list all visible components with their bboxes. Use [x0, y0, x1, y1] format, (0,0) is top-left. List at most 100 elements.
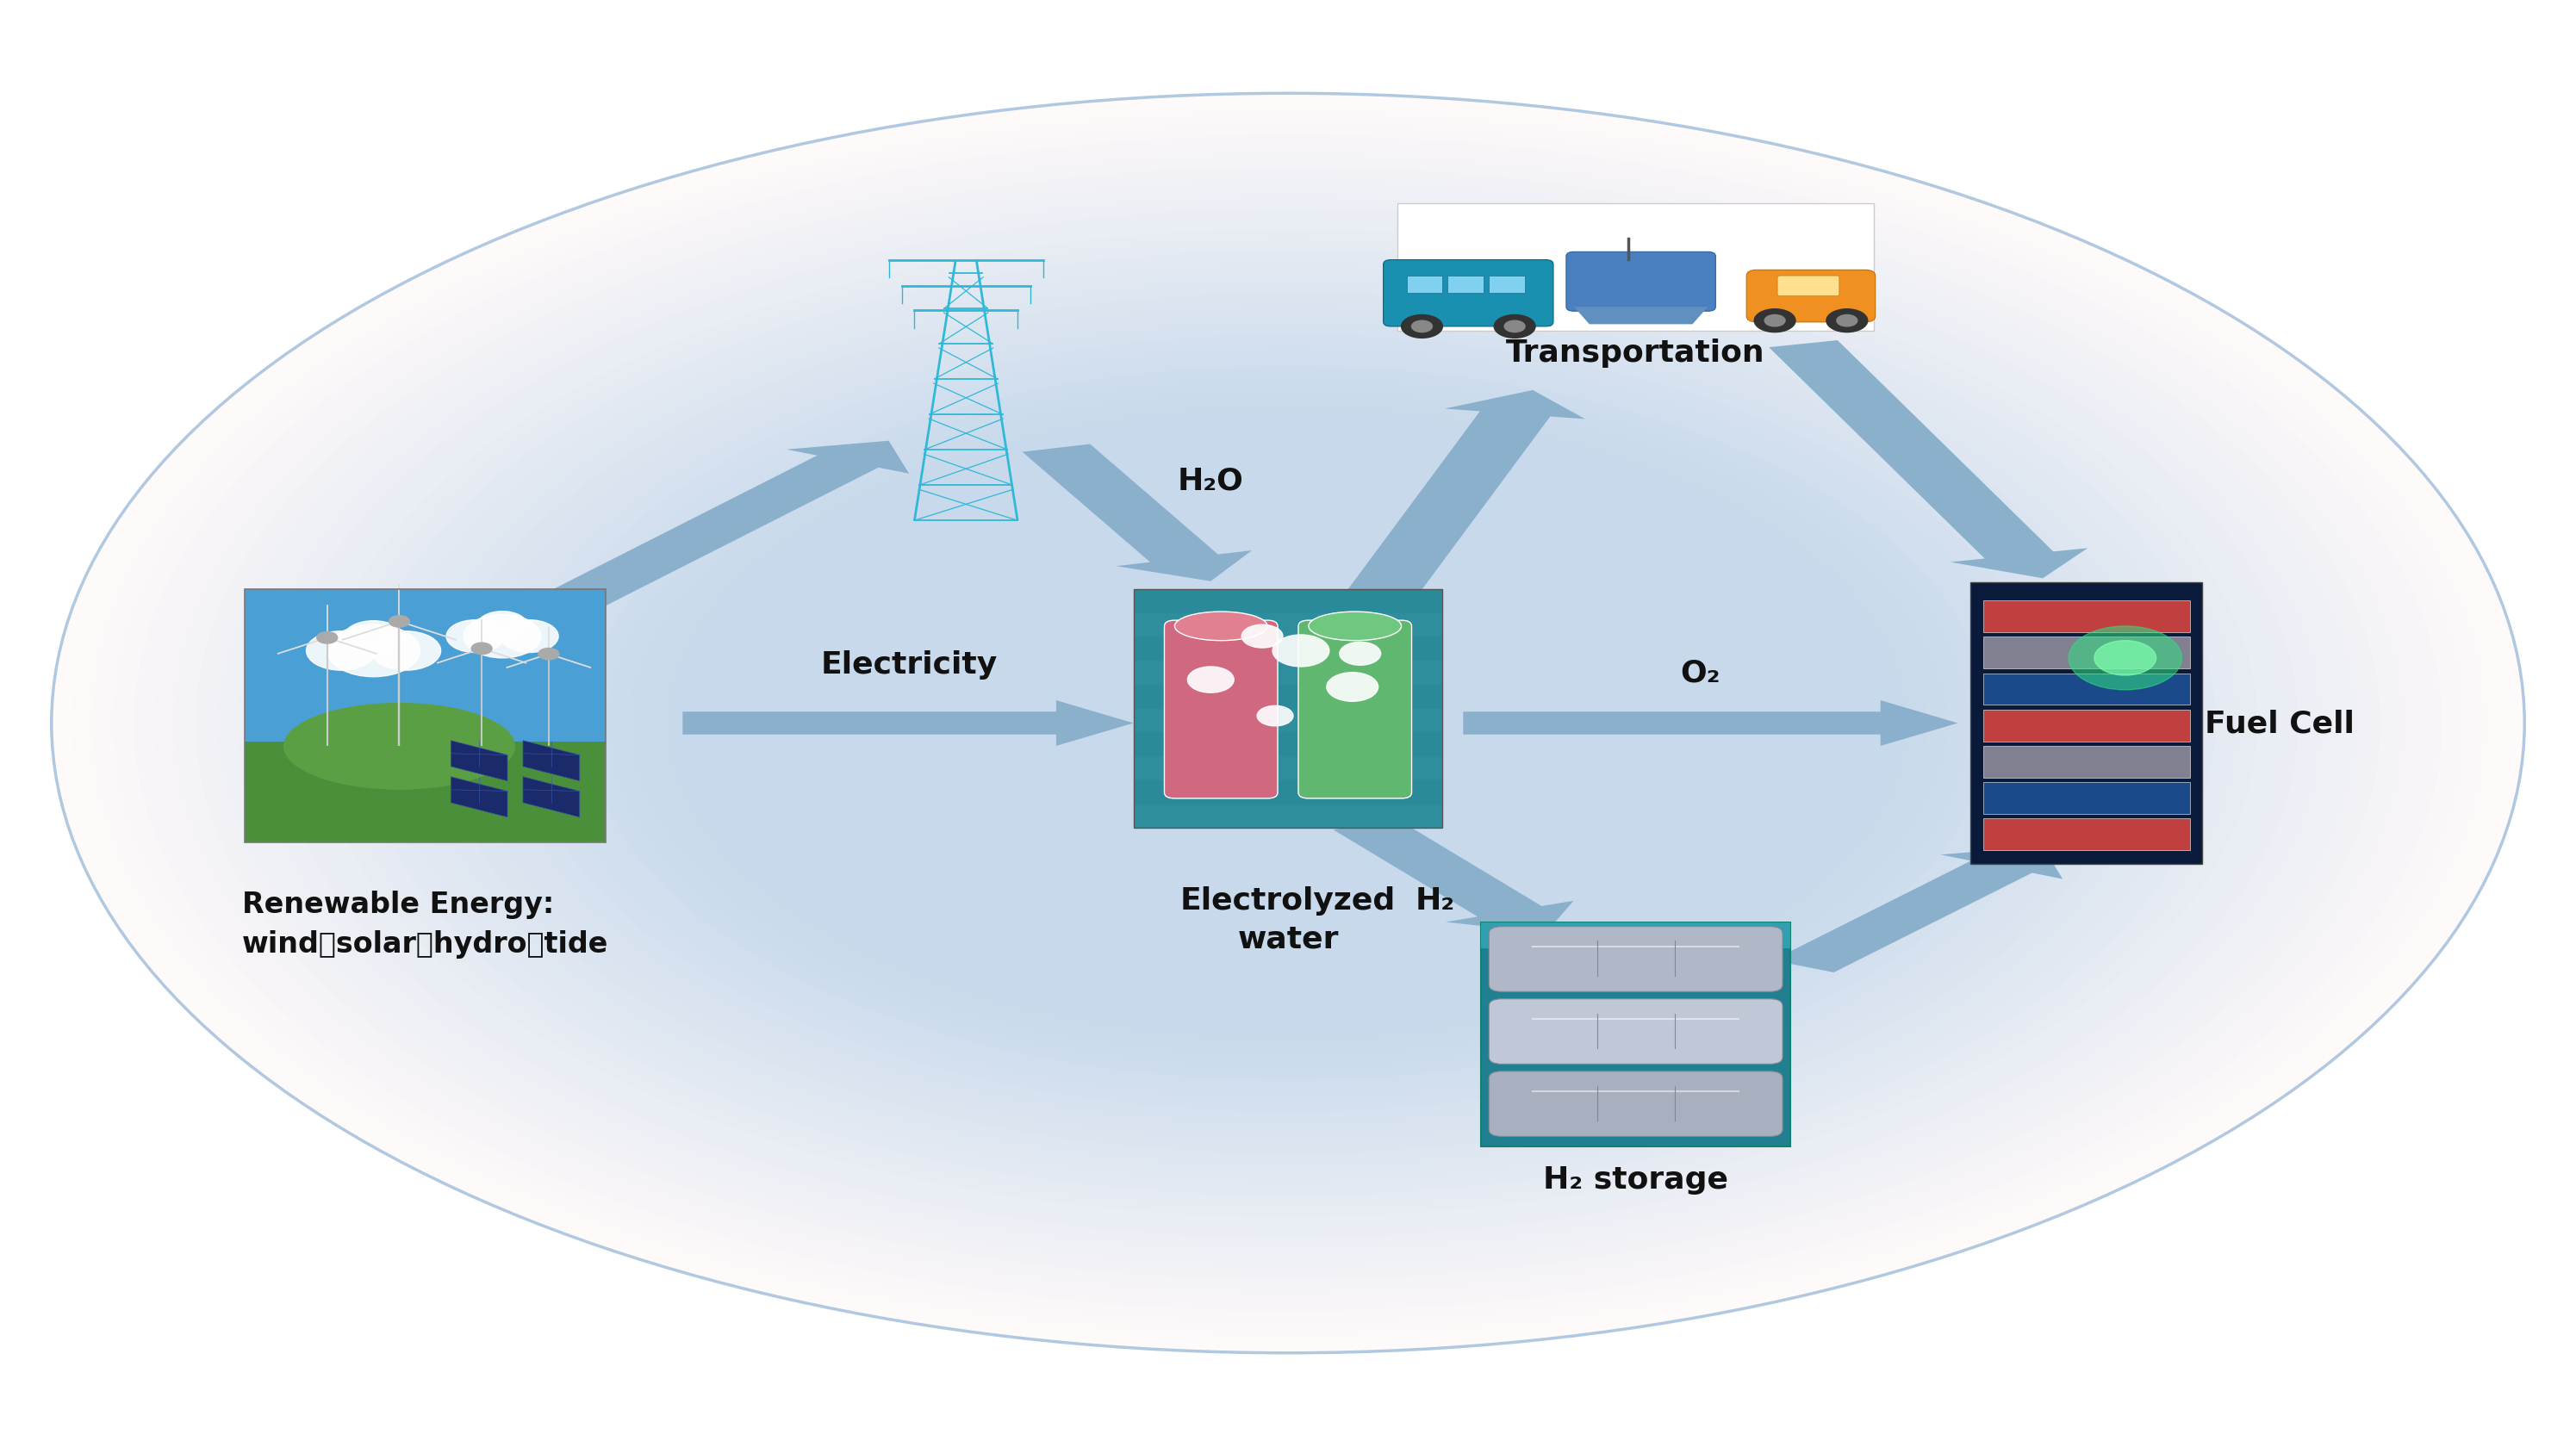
Ellipse shape	[237, 188, 2339, 1259]
FancyBboxPatch shape	[1298, 621, 1412, 799]
Ellipse shape	[113, 126, 2463, 1321]
Circle shape	[477, 612, 528, 640]
Ellipse shape	[134, 136, 2442, 1311]
Circle shape	[1257, 706, 1293, 726]
FancyBboxPatch shape	[1481, 923, 1790, 1147]
Polygon shape	[1329, 391, 1584, 619]
FancyBboxPatch shape	[245, 590, 605, 754]
Polygon shape	[523, 741, 580, 781]
Circle shape	[1837, 315, 1857, 327]
Circle shape	[1401, 315, 1443, 339]
FancyBboxPatch shape	[1133, 805, 1443, 828]
FancyBboxPatch shape	[1489, 1071, 1783, 1137]
Ellipse shape	[175, 156, 2401, 1291]
FancyBboxPatch shape	[1133, 757, 1443, 781]
Ellipse shape	[587, 368, 1989, 1079]
Polygon shape	[1772, 846, 2063, 972]
Circle shape	[317, 632, 337, 644]
Circle shape	[464, 615, 541, 658]
FancyBboxPatch shape	[1984, 781, 2190, 813]
Polygon shape	[683, 700, 1133, 747]
Circle shape	[538, 648, 559, 660]
Ellipse shape	[484, 314, 2092, 1133]
Text: Renewable Energy:
wind、solar、hydro、tide: Renewable Energy: wind、solar、hydro、tide	[242, 890, 608, 958]
Circle shape	[1273, 635, 1329, 667]
FancyBboxPatch shape	[1971, 583, 2202, 865]
Circle shape	[1826, 310, 1868, 333]
Circle shape	[389, 616, 410, 628]
Ellipse shape	[464, 304, 2112, 1143]
Circle shape	[471, 642, 492, 654]
FancyBboxPatch shape	[1133, 661, 1443, 686]
Text: Transportation: Transportation	[1507, 339, 1765, 368]
Ellipse shape	[1309, 612, 1401, 641]
Polygon shape	[1334, 819, 1574, 933]
Ellipse shape	[649, 398, 1927, 1049]
FancyBboxPatch shape	[1489, 928, 1783, 993]
Ellipse shape	[608, 378, 1968, 1069]
Polygon shape	[544, 441, 909, 606]
Circle shape	[2094, 641, 2156, 676]
Text: Fuel Cell: Fuel Cell	[2205, 709, 2354, 738]
FancyBboxPatch shape	[1481, 923, 1790, 949]
Circle shape	[307, 631, 376, 671]
Circle shape	[327, 625, 420, 677]
Circle shape	[2069, 627, 2182, 690]
Ellipse shape	[546, 346, 2030, 1101]
Polygon shape	[451, 741, 507, 781]
Polygon shape	[1023, 444, 1252, 582]
FancyBboxPatch shape	[1984, 747, 2190, 778]
FancyBboxPatch shape	[1448, 276, 1484, 294]
FancyBboxPatch shape	[1133, 590, 1443, 828]
FancyBboxPatch shape	[1489, 1000, 1783, 1065]
Ellipse shape	[629, 388, 1947, 1059]
Ellipse shape	[505, 326, 2071, 1123]
Polygon shape	[523, 777, 580, 818]
Circle shape	[1754, 310, 1795, 333]
Ellipse shape	[340, 242, 2236, 1205]
FancyBboxPatch shape	[245, 742, 605, 842]
FancyBboxPatch shape	[1133, 709, 1443, 734]
Ellipse shape	[1175, 612, 1267, 641]
Ellipse shape	[670, 410, 1906, 1039]
Circle shape	[1327, 673, 1378, 702]
FancyBboxPatch shape	[1566, 253, 1716, 313]
Circle shape	[1340, 642, 1381, 666]
Circle shape	[446, 621, 505, 653]
Ellipse shape	[319, 230, 2257, 1217]
Ellipse shape	[402, 272, 2174, 1175]
Ellipse shape	[216, 178, 2360, 1269]
Ellipse shape	[283, 703, 515, 790]
Text: H₂ storage: H₂ storage	[1543, 1165, 1728, 1194]
Polygon shape	[451, 777, 507, 818]
FancyBboxPatch shape	[1489, 276, 1525, 294]
Ellipse shape	[361, 252, 2215, 1195]
Ellipse shape	[299, 220, 2277, 1227]
Text: H₂: H₂	[1414, 886, 1455, 915]
Circle shape	[343, 621, 404, 655]
Ellipse shape	[278, 210, 2298, 1237]
Ellipse shape	[526, 336, 2050, 1111]
Polygon shape	[1463, 700, 1958, 747]
Circle shape	[1412, 321, 1432, 333]
Ellipse shape	[422, 284, 2154, 1163]
FancyBboxPatch shape	[1777, 276, 1839, 297]
FancyBboxPatch shape	[1984, 710, 2190, 742]
FancyBboxPatch shape	[1984, 819, 2190, 851]
Ellipse shape	[443, 294, 2133, 1153]
Ellipse shape	[155, 146, 2421, 1301]
FancyBboxPatch shape	[1747, 271, 1875, 323]
Ellipse shape	[93, 116, 2483, 1331]
FancyBboxPatch shape	[1164, 621, 1278, 799]
Circle shape	[1765, 315, 1785, 327]
FancyBboxPatch shape	[1984, 602, 2190, 634]
Circle shape	[1242, 625, 1283, 648]
Ellipse shape	[567, 356, 2009, 1091]
Ellipse shape	[52, 94, 2524, 1353]
Ellipse shape	[72, 104, 2504, 1343]
FancyBboxPatch shape	[1133, 614, 1443, 637]
Circle shape	[1504, 321, 1525, 333]
FancyBboxPatch shape	[1984, 674, 2190, 706]
FancyBboxPatch shape	[1396, 204, 1873, 331]
FancyBboxPatch shape	[1406, 276, 1443, 294]
